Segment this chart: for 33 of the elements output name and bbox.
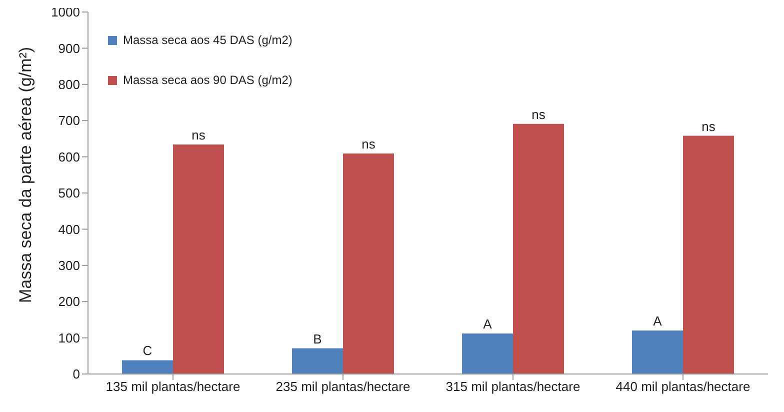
annotation: ns [532, 106, 546, 122]
bar [343, 154, 394, 374]
y-tick-label: 100 [58, 330, 80, 346]
annotation: C [142, 343, 152, 358]
bar [292, 348, 343, 374]
y-tick-label: 400 [58, 222, 80, 237]
y-tick-label: 800 [58, 77, 80, 92]
annotation: A [483, 316, 492, 332]
bar [513, 124, 564, 374]
bar [462, 333, 513, 374]
y-tick-label: 700 [58, 113, 80, 128]
y-tick-label: 0 [72, 366, 80, 382]
y-tick-label: 300 [58, 258, 80, 274]
x-tick-label: 440 mil plantas/hectare [616, 379, 750, 394]
annotation: B [313, 331, 322, 346]
y-tick-label: 900 [58, 40, 80, 56]
x-tick-label: 235 mil plantas/hectare [276, 379, 410, 394]
annotation: A [653, 314, 662, 329]
bar [683, 136, 734, 374]
y-axis-title: Massa seca da parte aérea (g/m²) [16, 46, 36, 303]
annotation: ns [192, 127, 206, 142]
legend-label: Massa seca aos 90 DAS (g/m2) [123, 73, 292, 87]
bar [632, 330, 683, 374]
y-tick-label: 200 [58, 294, 80, 310]
bar [173, 144, 224, 374]
legend-label: Massa seca aos 45 DAS (g/m2) [123, 33, 292, 47]
y-tick-label: 600 [58, 149, 80, 164]
x-tick-label: 315 mil plantas/hectare [446, 379, 580, 394]
annotation: ns [362, 136, 376, 152]
y-tick-label: 500 [58, 186, 80, 201]
annotation: ns [702, 118, 716, 134]
x-tick-label: 135 mil plantas/hectare [106, 379, 240, 394]
bar [122, 360, 173, 374]
